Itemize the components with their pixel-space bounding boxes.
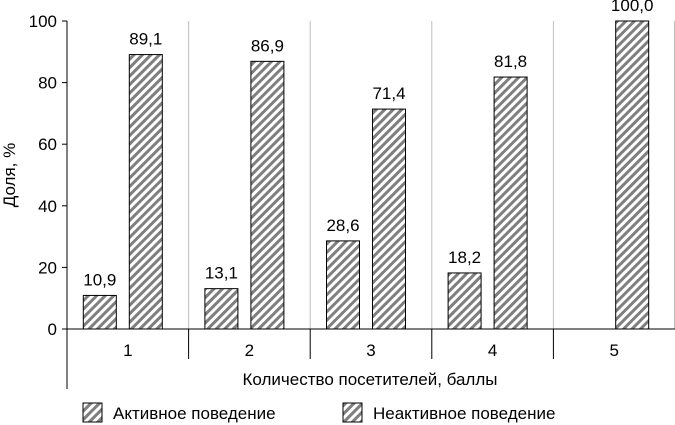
legend-label-active: Активное поведение bbox=[113, 404, 276, 423]
bar-active bbox=[447, 272, 482, 330]
x-tick-label: 4 bbox=[488, 341, 497, 360]
y-tick-label: 40 bbox=[38, 197, 57, 216]
y-tick-label: 0 bbox=[48, 320, 57, 339]
axes: 0 20 40 60 80 100 1 2 3 4 5 bbox=[29, 12, 675, 389]
data-label: 86,9 bbox=[251, 36, 284, 55]
y-axis-title: Доля, % bbox=[0, 143, 19, 207]
bar-inactive bbox=[250, 60, 285, 330]
x-tick-label: 2 bbox=[245, 341, 254, 360]
data-label: 71,4 bbox=[372, 84, 405, 103]
legend-swatch-active bbox=[82, 402, 103, 423]
data-label: 18,2 bbox=[448, 248, 481, 267]
legend: Активное поведение Неактивное поведение bbox=[82, 402, 555, 423]
x-tick-label: 1 bbox=[123, 341, 132, 360]
y-tick-label: 80 bbox=[38, 74, 57, 93]
y-tick-label: 100 bbox=[29, 12, 57, 31]
data-label: 89,1 bbox=[129, 30, 162, 49]
bar-active bbox=[204, 288, 239, 330]
bar-inactive bbox=[128, 54, 163, 330]
bar-active bbox=[326, 240, 360, 330]
legend-swatch-inactive bbox=[342, 402, 363, 423]
y-tick-label: 60 bbox=[38, 135, 57, 154]
data-label: 13,1 bbox=[205, 264, 238, 283]
bar-inactive bbox=[493, 76, 528, 330]
data-label: 28,6 bbox=[326, 216, 359, 235]
data-label: 81,8 bbox=[494, 52, 527, 71]
data-labels: 10,9 13,1 28,6 18,2 89,1 86,9 71,4 81,8 100,0 bbox=[83, 0, 653, 289]
x-tick-label: 5 bbox=[609, 341, 618, 360]
data-label: 10,9 bbox=[83, 270, 116, 289]
bar-active bbox=[82, 294, 117, 330]
bar-inactive bbox=[615, 20, 650, 330]
data-label: 100,0 bbox=[611, 0, 654, 15]
bar-inactive bbox=[372, 108, 406, 330]
legend-label-inactive: Неактивное поведение bbox=[373, 404, 555, 423]
bars bbox=[82, 20, 650, 330]
x-tick-label: 3 bbox=[366, 341, 375, 360]
y-tick-label: 20 bbox=[38, 258, 57, 277]
x-axis-title: Количество посетителей, баллы bbox=[242, 370, 497, 389]
